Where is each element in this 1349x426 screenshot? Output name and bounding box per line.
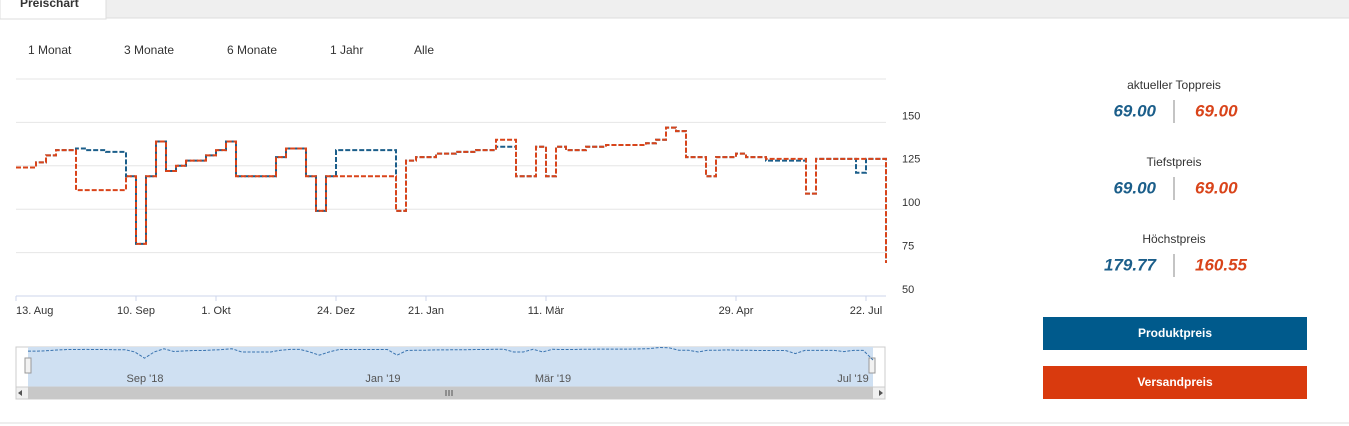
navigator-line — [28, 346, 874, 361]
legend-label[interactable]: Produktpreis — [1138, 326, 1212, 340]
stat-value: 69.00 — [1195, 178, 1238, 197]
navigator-label: Jan '19 — [365, 373, 400, 385]
tab-bar — [0, 0, 1349, 18]
range-button[interactable]: Alle — [414, 43, 434, 57]
x-tick-label: 13. Aug — [16, 305, 53, 317]
legend-label[interactable]: Versandpreis — [1137, 375, 1213, 389]
stat-label: aktueller Toppreis — [1127, 78, 1221, 92]
navigator-handle[interactable] — [24, 357, 32, 374]
x-tick-label: 21. Jan — [408, 305, 444, 317]
x-tick-label: 1. Okt — [201, 305, 230, 317]
y-tick-label: 150 — [902, 110, 920, 122]
tab-label[interactable]: Preischart — [20, 0, 79, 10]
legend-button[interactable] — [1043, 366, 1307, 399]
navigator-label: Sep '18 — [127, 373, 164, 385]
x-tick-label: 11. Mär — [528, 305, 565, 317]
stat-label: Höchstpreis — [1142, 232, 1205, 246]
y-tick-label: 125 — [902, 154, 920, 166]
navigator-handle[interactable] — [868, 357, 876, 374]
x-tick-label: 29. Apr — [719, 305, 754, 317]
y-tick-label: 50 — [902, 284, 914, 296]
range-button[interactable]: 3 Monate — [124, 43, 174, 57]
x-tick-label: 22. Jul — [850, 305, 882, 317]
scrollbar-thumb[interactable] — [28, 387, 873, 399]
legend-button[interactable] — [1043, 317, 1307, 350]
scrollbar-grip — [445, 390, 453, 396]
price-line — [16, 126, 887, 264]
navigator-selection[interactable] — [28, 347, 873, 387]
stat-value: 160.55 — [1195, 255, 1248, 274]
stat-value: 69.00 — [1195, 101, 1238, 120]
x-tick-label: 10. Sep — [117, 305, 155, 317]
stat-value: 179.77 — [1104, 255, 1158, 274]
x-tick-label: 24. Dez — [317, 305, 355, 317]
range-button[interactable]: 1 Jahr — [330, 43, 363, 57]
stat-label: Tiefstpreis — [1147, 155, 1202, 169]
navigator-label: Mär '19 — [535, 373, 571, 385]
stat-value: 69.00 — [1113, 101, 1156, 120]
range-button[interactable]: 1 Monat — [28, 43, 72, 57]
range-button[interactable]: 6 Monate — [227, 43, 277, 57]
y-tick-label: 100 — [902, 197, 920, 209]
tab[interactable] — [0, 0, 107, 20]
stat-value: 69.00 — [1113, 178, 1156, 197]
navigator-label: Jul '19 — [837, 373, 868, 385]
y-tick-label: 75 — [902, 241, 914, 253]
